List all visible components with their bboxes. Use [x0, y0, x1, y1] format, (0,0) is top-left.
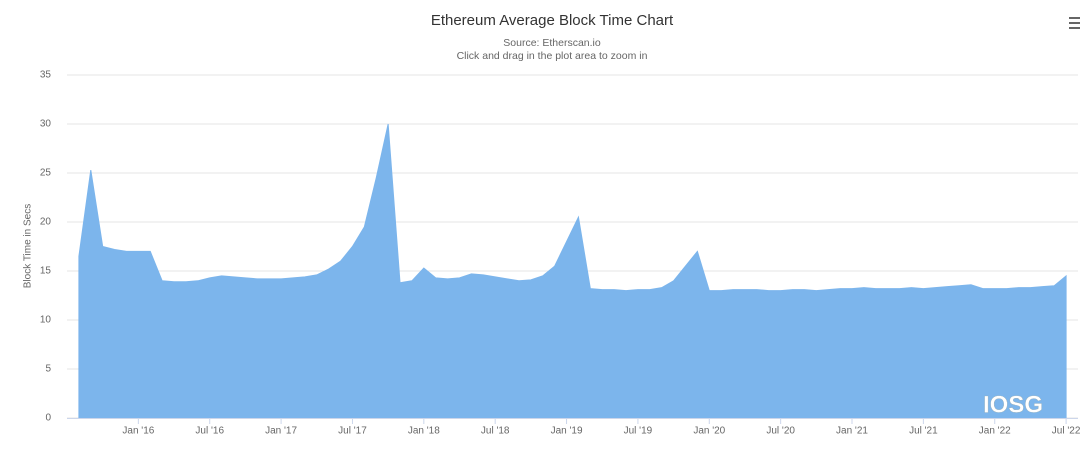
menu-button[interactable]: [1069, 17, 1080, 29]
chart-subtitle: Source: Etherscan.io: [503, 37, 601, 49]
x-tick-label: Jul '19: [624, 426, 653, 437]
menu-bar: [1069, 27, 1080, 29]
x-tick-label: Jan '18: [408, 426, 440, 437]
menu-bar: [1069, 17, 1080, 19]
x-tick-label: Jan '19: [551, 426, 583, 437]
y-tick-label: 15: [40, 266, 52, 277]
x-tick-label: Jul '22: [1052, 426, 1080, 437]
x-tick-label: Jan '22: [979, 426, 1011, 437]
y-tick-label: 5: [45, 364, 51, 375]
x-tick-label: Jan '20: [693, 426, 725, 437]
x-tick-label: Jul '18: [481, 426, 510, 437]
x-tick-label: Jul '17: [338, 426, 367, 437]
y-tick-label: 35: [40, 70, 52, 81]
y-tick-label: 30: [40, 119, 52, 130]
x-tick-label: Jul '16: [195, 426, 224, 437]
x-tick-label: Jul '20: [766, 426, 795, 437]
chart-subtitle: Click and drag in the plot area to zoom …: [457, 50, 648, 62]
x-tick-label: Jan '21: [836, 426, 868, 437]
chart-title: Ethereum Average Block Time Chart: [431, 12, 674, 29]
y-tick-label: 10: [40, 315, 52, 326]
y-tick-label: 25: [40, 168, 52, 179]
x-tick-label: Jan '17: [265, 426, 297, 437]
x-tick-label: Jul '21: [909, 426, 938, 437]
y-tick-label: 20: [40, 217, 52, 228]
y-axis-label: Block Time in Secs: [23, 204, 34, 288]
y-tick-label: 0: [45, 413, 51, 424]
menu-bar: [1069, 22, 1080, 24]
x-tick-label: Jan '16: [122, 426, 154, 437]
area: [78, 123, 1067, 419]
watermark: IOSG: [983, 391, 1043, 418]
